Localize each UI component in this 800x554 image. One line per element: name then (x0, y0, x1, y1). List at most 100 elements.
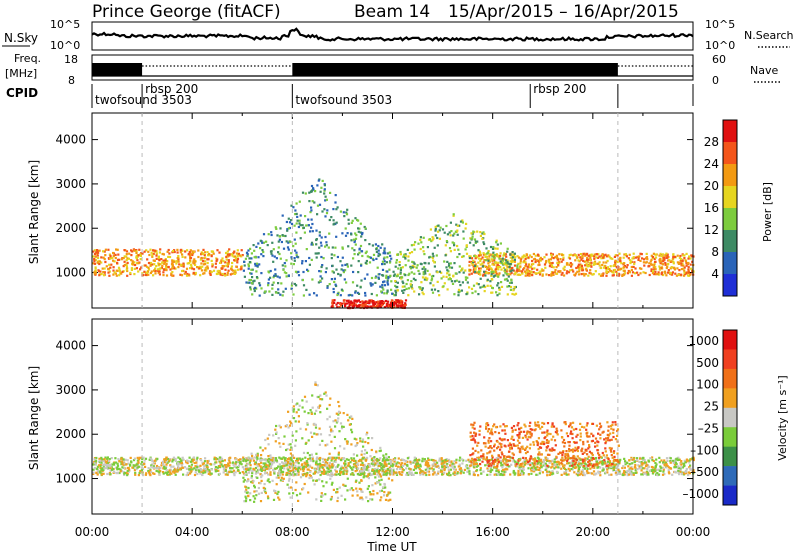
echo-cell (542, 441, 545, 444)
echo-cell (581, 463, 584, 466)
echo-cell (94, 266, 97, 269)
echo-cell (600, 254, 603, 257)
echo-cell (93, 260, 96, 263)
echo-cell (401, 300, 404, 303)
echo-cell (171, 259, 174, 262)
echo-cell (200, 469, 203, 472)
echo-cell (376, 467, 379, 470)
echo-cell (240, 458, 243, 461)
echo-cell (358, 247, 361, 250)
echo-cell (506, 468, 509, 471)
echo-cell (683, 472, 686, 475)
echo-cell (183, 272, 186, 275)
echo-cell (334, 466, 337, 469)
echo-cell (182, 269, 185, 272)
echo-cell (395, 473, 399, 476)
echo-cell (168, 255, 172, 259)
echo-cell (116, 468, 119, 471)
echo-cell (295, 457, 299, 460)
echo-cell (224, 268, 227, 271)
echo-cell (452, 214, 455, 217)
echo-cell (670, 260, 673, 263)
echo-cell (447, 278, 450, 281)
echo-cell (102, 256, 105, 259)
echo-cell (455, 461, 458, 464)
echo-cell (106, 465, 109, 468)
echo-cell (156, 269, 159, 272)
echo-cell (375, 250, 378, 253)
echo-cell (424, 276, 427, 279)
echo-cell (319, 190, 322, 193)
echo-cell (531, 466, 534, 469)
power-frame (91, 112, 694, 309)
echo-cell (302, 294, 305, 297)
echo-cell (587, 254, 590, 257)
echo-cell (194, 465, 197, 468)
echo-cell (323, 184, 326, 187)
echo-cell (501, 473, 504, 477)
echo-cell (471, 263, 474, 266)
echo-cell (483, 265, 486, 268)
echo-cell (445, 224, 448, 228)
echo-cell (374, 243, 377, 246)
echo-cell (232, 472, 236, 475)
echo-cell (276, 234, 279, 237)
echo-cell (166, 260, 169, 263)
echo-cell (184, 250, 187, 253)
echo-cell (360, 468, 363, 471)
echo-cell (214, 266, 217, 269)
echo-cell (502, 458, 505, 461)
echo-cell (393, 460, 396, 463)
echo-cell (604, 265, 607, 268)
echo-cell (481, 265, 484, 268)
echo-cell (194, 271, 197, 275)
echo-cell (382, 459, 385, 462)
echo-cell (385, 261, 388, 264)
echo-cell (491, 287, 494, 290)
echo-cell (507, 272, 510, 276)
echo-cell (624, 461, 627, 464)
echo-cell (249, 288, 252, 291)
echo-cell (143, 250, 146, 253)
echo-cell (506, 279, 509, 282)
echo-cell (636, 468, 639, 471)
echo-cell (281, 466, 284, 470)
colorbar-cell (723, 274, 737, 297)
echo-cell (110, 463, 113, 466)
echo-cell (314, 190, 317, 193)
echo-cell (168, 469, 171, 472)
echo-cell (497, 266, 500, 269)
echo-cell (654, 273, 657, 276)
nsky-panel: N.Sky 10^5 10^0 10^5 10^0 N.Search (2, 18, 794, 52)
echo-cell (290, 204, 293, 207)
echo-cell (605, 437, 608, 440)
echo-cell (323, 470, 326, 473)
echo-cell (200, 262, 203, 265)
echo-cell (506, 265, 509, 268)
echo-cell (595, 472, 598, 475)
echo-cell (169, 471, 172, 474)
echo-cell (182, 265, 185, 268)
echo-cell (250, 282, 253, 285)
echo-cell (552, 271, 555, 274)
echo-cell (419, 473, 422, 476)
echo-cell (320, 236, 323, 239)
echo-cell (391, 464, 394, 467)
echo-cell (285, 259, 288, 262)
echo-cell (666, 256, 669, 259)
echo-cell (557, 270, 560, 273)
echo-cell (637, 256, 640, 260)
echo-cell (347, 299, 350, 302)
echo-cell (137, 474, 140, 477)
echo-cell (667, 269, 670, 272)
echo-cell (604, 267, 607, 270)
echo-cell (554, 430, 557, 433)
echo-cell (518, 267, 521, 270)
echo-cell (546, 445, 550, 448)
echo-cell (502, 455, 506, 458)
echo-cell (591, 273, 594, 276)
echo-cell (552, 435, 555, 438)
echo-cell (547, 258, 550, 261)
echo-cell (157, 271, 160, 274)
echo-cell (357, 271, 360, 274)
